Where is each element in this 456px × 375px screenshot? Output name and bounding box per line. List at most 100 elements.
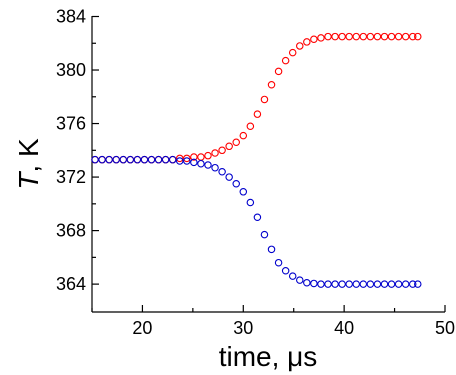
data-point (414, 32, 422, 41)
y-axis-symbol: T (13, 171, 44, 190)
data-point (204, 151, 212, 160)
data-point (352, 280, 360, 288)
series-2 (91, 155, 422, 288)
data-point (232, 138, 240, 147)
y-axis-title: T, K (13, 138, 44, 190)
axis-ticks: 20 30 40 50 364 368 372 376 380 384 (56, 7, 455, 339)
data-point (331, 280, 339, 288)
data-point (126, 155, 135, 164)
data-point (197, 159, 205, 168)
data-point (408, 280, 417, 288)
data-point (352, 32, 360, 41)
data-point (161, 155, 170, 164)
data-point (288, 272, 297, 280)
data-point (338, 32, 346, 41)
data-point (317, 34, 325, 42)
y-axis-unit: , K (13, 138, 44, 173)
data-point (296, 276, 304, 284)
data-point (324, 32, 332, 41)
data-point (204, 161, 212, 169)
data-point (317, 280, 325, 288)
y-tick-label: 376 (56, 114, 86, 134)
data-point (281, 56, 290, 65)
data-point (387, 280, 396, 288)
y-tick-label: 380 (56, 60, 86, 80)
x-tick-label: 30 (233, 318, 253, 338)
data-point (394, 280, 403, 288)
data-point (359, 280, 368, 288)
series-1 (91, 32, 422, 164)
data-point (274, 67, 283, 76)
data-point (274, 258, 283, 267)
data-point (112, 155, 120, 164)
data-point (147, 155, 156, 164)
data-point (408, 32, 417, 41)
data-point (197, 153, 205, 161)
data-point (338, 280, 346, 288)
data-point (246, 198, 255, 207)
data-point (211, 149, 219, 157)
data-point (373, 280, 382, 288)
data-point (401, 280, 410, 288)
data-point (387, 32, 396, 41)
x-tick-label: 50 (435, 318, 455, 338)
data-point (414, 280, 422, 288)
x-tick-label: 20 (132, 318, 152, 338)
data-point (218, 167, 226, 176)
y-tick-label: 364 (56, 274, 86, 294)
data-point (366, 280, 375, 288)
data-point (239, 188, 248, 196)
data-point (225, 173, 233, 181)
y-tick-label: 384 (56, 7, 86, 27)
data-point (225, 142, 233, 151)
data-point (345, 280, 353, 288)
data-point (373, 32, 382, 41)
data-point (394, 32, 403, 41)
data-point (105, 155, 113, 164)
data-point (310, 35, 318, 43)
data-point (140, 155, 149, 164)
data-point (253, 110, 262, 118)
data-point (288, 48, 297, 57)
data-point (232, 180, 240, 188)
data-point (281, 266, 290, 275)
data-point (218, 146, 226, 155)
x-axis-title: time, μs (219, 341, 318, 372)
data-point (239, 131, 248, 140)
data-point (296, 42, 304, 50)
data-point (345, 32, 353, 41)
data-point (303, 38, 311, 46)
data-point (401, 32, 410, 41)
data-point (303, 279, 311, 287)
data-point (183, 157, 191, 165)
data-point (359, 32, 368, 41)
data-point (133, 155, 142, 164)
data-point (267, 245, 276, 254)
data-point (260, 230, 269, 239)
data-point (380, 32, 389, 41)
data-point (183, 154, 191, 163)
data-point (366, 32, 375, 41)
data-point (253, 213, 262, 221)
data-point (91, 155, 99, 164)
data-point (324, 280, 332, 288)
data-point (119, 155, 128, 164)
data-point (267, 80, 276, 89)
data-point (246, 122, 255, 130)
x-tick-label: 40 (334, 318, 354, 338)
data-point (154, 155, 163, 164)
data-point (211, 163, 219, 172)
data-point (380, 280, 389, 288)
data-point (310, 279, 318, 288)
data-point (331, 32, 339, 41)
y-tick-label: 372 (56, 167, 86, 187)
data-point (175, 154, 184, 163)
data-point (190, 153, 198, 161)
data-point (98, 155, 106, 164)
data-point (175, 157, 184, 165)
data-markers (91, 32, 422, 288)
y-tick-label: 368 (56, 221, 86, 241)
plot-axes (91, 16, 445, 313)
data-point (168, 155, 177, 164)
